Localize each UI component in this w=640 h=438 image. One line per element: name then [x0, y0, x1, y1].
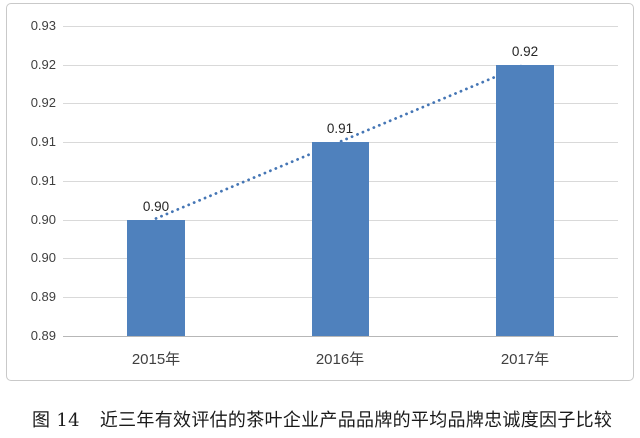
gridline [63, 65, 618, 66]
figure-number: 图 14 [32, 410, 80, 431]
bar-chart: 0.93 0.92 0.92 0.91 0.91 0.90 0.90 0.89 … [6, 3, 634, 381]
y-axis-tick: 0.91 [30, 134, 56, 149]
x-axis-tick-2015: 2015年 [131, 351, 181, 368]
x-axis-line [63, 336, 618, 337]
y-axis-tick: 0.90 [30, 212, 56, 227]
data-label-2017: 0.92 [511, 44, 539, 59]
bar-2017 [496, 65, 554, 336]
x-axis-tick-2017: 2017年 [500, 351, 550, 368]
bar-2015 [127, 220, 185, 336]
y-axis-tick: 0.89 [30, 289, 56, 304]
y-axis-tick: 0.92 [30, 57, 56, 72]
trendline [154, 63, 527, 220]
data-label-2016: 0.91 [326, 121, 354, 136]
figure-title: 近三年有效评估的茶叶企业产品品牌的平均品牌忠诚度因子比较 [99, 410, 613, 431]
y-axis-tick: 0.91 [30, 173, 56, 188]
y-axis-tick: 0.89 [30, 328, 56, 343]
data-label-2015: 0.90 [142, 199, 170, 214]
y-axis-tick: 0.93 [30, 18, 56, 33]
bar-2016 [312, 142, 369, 336]
y-axis-tick: 0.90 [30, 250, 56, 265]
x-axis-tick-2016: 2016年 [315, 351, 365, 368]
y-axis-tick: 0.92 [30, 95, 56, 110]
gridline [63, 26, 618, 27]
figure-caption: 图 14 近三年有效评估的茶叶企业产品品牌的平均品牌忠诚度因子比较 [32, 406, 632, 432]
gridline [63, 103, 618, 104]
